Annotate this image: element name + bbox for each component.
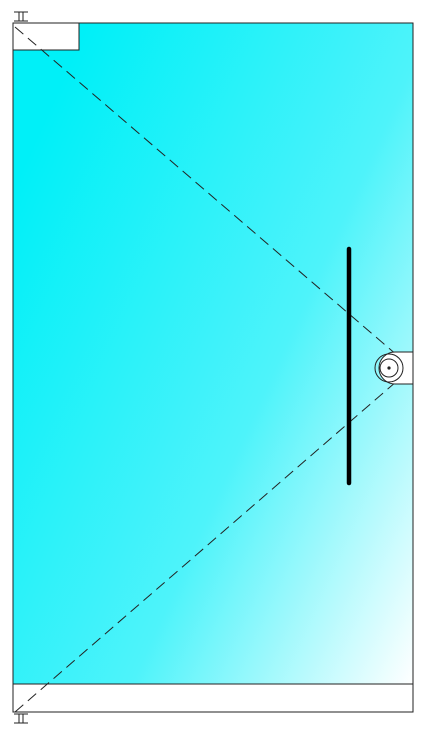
swing-indicator-lines <box>14 26 413 713</box>
lock-cylinder-icon <box>374 351 414 385</box>
top-pivot-icon <box>14 11 28 22</box>
glass-panel <box>12 22 414 685</box>
bottom-pivot-icon <box>14 713 28 724</box>
top-patch-fitting <box>12 22 80 51</box>
swing-line-lower <box>14 367 413 713</box>
swing-line-upper <box>14 26 413 369</box>
bottom-rail <box>12 683 414 713</box>
